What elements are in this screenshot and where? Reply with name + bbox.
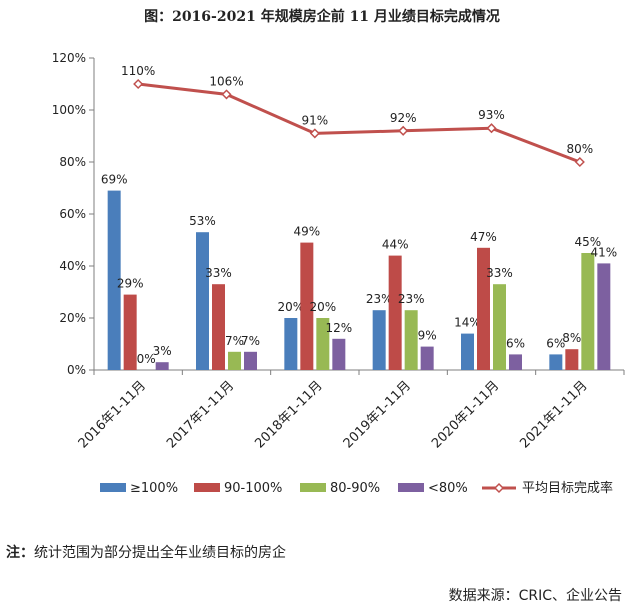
footnote: 注：统计范围为部分提出全年业绩目标的房企 [6, 542, 286, 562]
y-tick-label: 20% [59, 311, 86, 325]
legend-label: <80% [428, 481, 468, 496]
line-marker [221, 89, 232, 100]
bar-4 [509, 354, 522, 370]
bar-3 [316, 318, 330, 370]
footnote-text: 统计范围为部分提出全年业绩目标的房企 [34, 545, 286, 561]
bar-2 [212, 284, 225, 370]
line-data-label: 110% [121, 64, 155, 78]
bar-data-label: 20% [277, 300, 304, 314]
x-category-label: 2017年1-11月 [164, 378, 237, 451]
bar-data-label: 20% [309, 300, 336, 314]
bar-2 [388, 255, 402, 370]
bar-2 [565, 349, 579, 370]
bar-4 [597, 263, 611, 370]
bar-data-label: 69% [101, 173, 128, 187]
bar-2 [300, 242, 314, 370]
y-tick-label: 40% [59, 259, 86, 273]
bar-1 [196, 232, 209, 370]
chart-title: 图：2016-2021 年规模房企前 11 月业绩目标完成情况 [144, 9, 500, 25]
legend-line-marker [493, 482, 505, 494]
bar-data-label: 33% [205, 266, 232, 280]
line-data-label: 106% [209, 74, 243, 88]
x-category-label: 2016年1-11月 [76, 378, 149, 451]
bar-3 [493, 284, 506, 370]
x-category-label: 2018年1-11月 [252, 378, 325, 451]
bar-data-label: 41% [590, 245, 617, 259]
bar-data-label: 23% [398, 292, 425, 306]
bar-data-label: 12% [325, 321, 352, 335]
line-marker [486, 123, 497, 134]
bar-3 [228, 351, 241, 370]
bar-data-label: 23% [366, 292, 393, 306]
legend-label: 平均目标完成率 [522, 480, 613, 496]
y-tick-label: 120% [52, 51, 86, 65]
line-data-label: 93% [478, 108, 505, 122]
bar-data-label: 14% [454, 316, 481, 330]
bar-data-label: 45% [574, 235, 601, 249]
line-data-label: 80% [566, 142, 593, 156]
bar-data-label: 3% [153, 344, 172, 358]
legend-swatch-4 [398, 483, 424, 492]
x-category-label: 2020年1-11月 [429, 378, 502, 451]
legend-label: ≥100% [130, 481, 178, 496]
y-tick-label: 0% [67, 363, 86, 377]
bar-4 [332, 338, 346, 370]
line-marker [398, 125, 409, 136]
bar-data-label: 47% [470, 230, 497, 244]
x-category-label: 2021年1-11月 [517, 378, 590, 451]
bar-2 [477, 247, 490, 370]
bar-1 [284, 318, 298, 370]
bar-data-label: 49% [293, 225, 320, 239]
bar-data-label: 7% [225, 334, 244, 348]
line-marker [133, 78, 144, 90]
legend-swatch-1 [100, 483, 126, 492]
bar-4 [244, 351, 257, 370]
legend-swatch-3 [300, 483, 326, 492]
bar-data-label: 7% [241, 334, 260, 348]
bar-1 [372, 310, 386, 370]
bar-data-label: 33% [486, 266, 513, 280]
bar-3 [581, 253, 595, 370]
avg-completion-line [137, 82, 581, 164]
bar-1 [107, 190, 121, 370]
x-category-label: 2019年1-11月 [341, 378, 414, 451]
bar-data-label: 8% [562, 331, 581, 345]
legend-label: 90-100% [224, 481, 282, 496]
chart-area: 0%20%40%60%80%100%120%69%29%0%3%2016年1-1… [52, 51, 625, 496]
line-marker [309, 128, 320, 139]
bar-data-label: 29% [117, 277, 144, 291]
line-data-label: 91% [301, 113, 328, 127]
y-tick-label: 80% [59, 155, 86, 169]
bar-4 [420, 346, 434, 370]
bar-4 [155, 362, 169, 370]
bar-1 [549, 354, 563, 370]
line-data-label: 92% [390, 111, 417, 125]
bar-data-label: 0% [137, 352, 156, 366]
y-tick-label: 60% [59, 207, 86, 221]
bar-3 [404, 310, 418, 370]
bar-data-label: 9% [418, 329, 437, 343]
bar-1 [461, 333, 474, 370]
line-marker [574, 156, 585, 168]
y-tick-label: 100% [52, 103, 86, 117]
bar-2 [123, 294, 137, 370]
bar-data-label: 53% [189, 214, 216, 228]
source-text: 数据来源：CRIC、企业公告 [448, 588, 622, 604]
bar-data-label: 6% [506, 336, 525, 350]
legend-label: 80-90% [330, 481, 380, 496]
legend-swatch-2 [194, 483, 220, 492]
bar-data-label: 6% [546, 336, 565, 350]
bar-data-label: 44% [382, 238, 409, 252]
footnote-prefix: 注： [6, 545, 34, 561]
